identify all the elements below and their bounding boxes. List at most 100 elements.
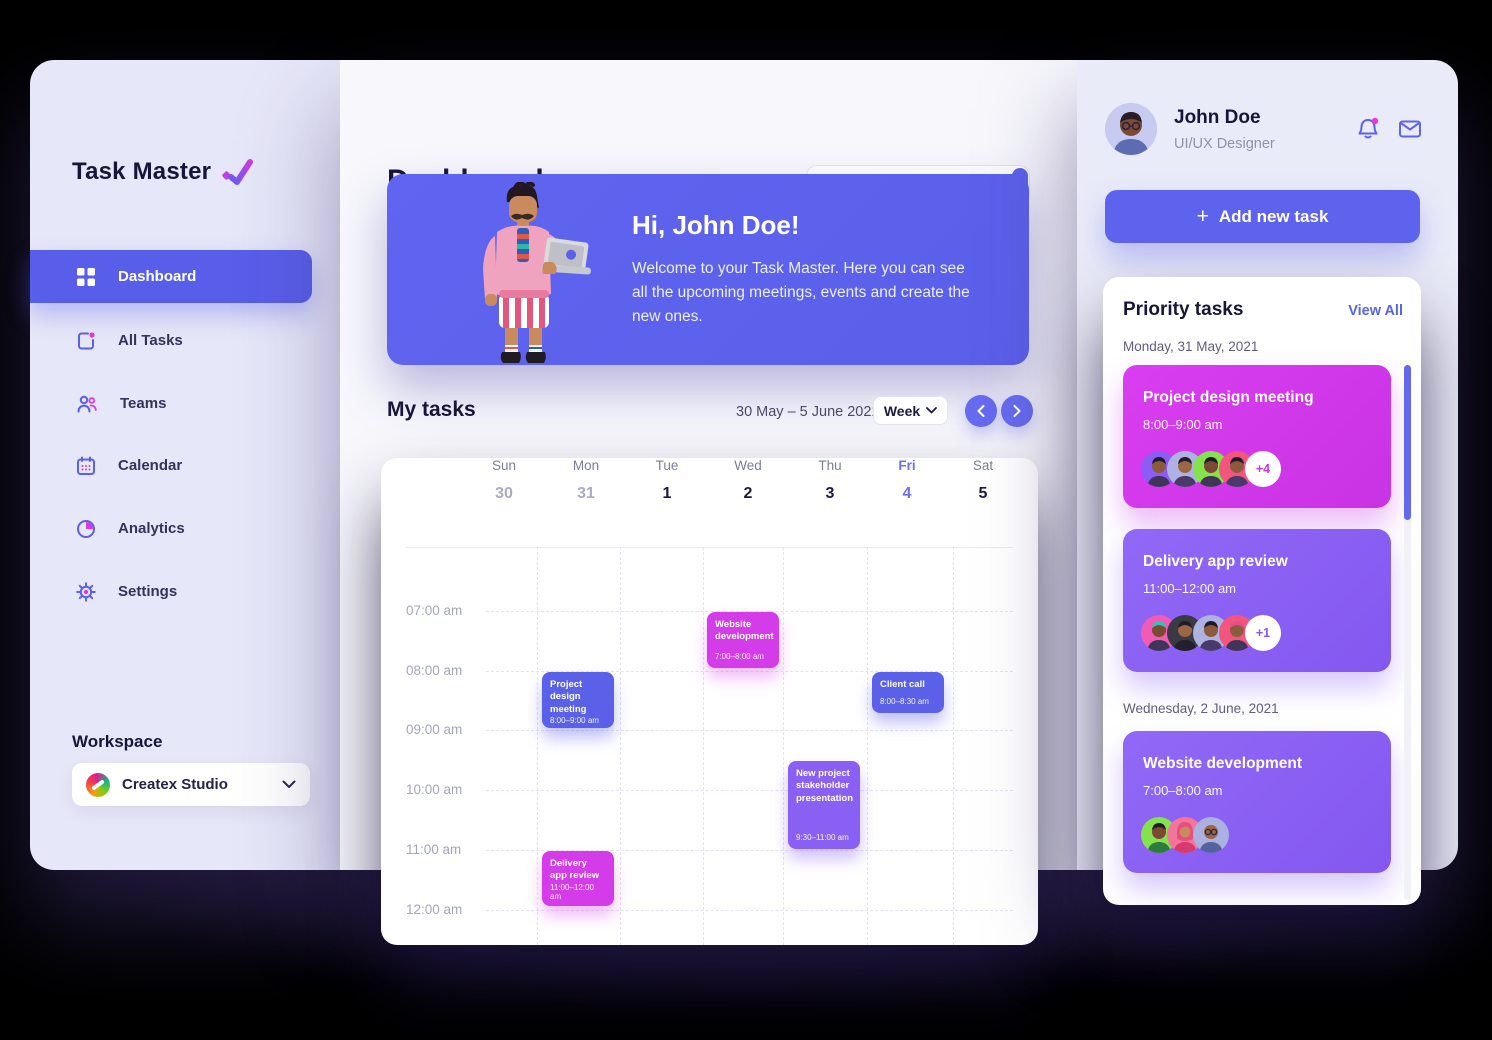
chevron-right-icon — [1013, 405, 1021, 417]
tasks-icon — [78, 331, 95, 349]
view-selector[interactable]: Week — [873, 396, 948, 425]
teams-icon — [77, 395, 97, 412]
day-column-header[interactable]: Mon 31 — [573, 458, 599, 503]
event-time: 8:00–8:30 am — [880, 697, 929, 706]
grid-line — [486, 790, 1013, 791]
event-project-design-meeting[interactable]: Project design meeting 8:00–9:00 am — [542, 672, 614, 728]
mail-icon — [1399, 120, 1421, 138]
view-selector-value: Week — [883, 402, 921, 419]
priority-tasks-title: Priority tasks — [1123, 299, 1244, 320]
right-panel: John Doe UI/UX Designer + Add new task P… — [1077, 60, 1458, 905]
welcome-banner: Hi, John Doe! Welcome to your Task Maste… — [387, 174, 1029, 365]
day-name: Thu — [818, 458, 842, 473]
messages-button[interactable] — [1397, 116, 1423, 142]
sidebar-item-label: Calendar — [118, 457, 183, 474]
workspace-label: Workspace — [72, 732, 163, 751]
day-number: 1 — [662, 485, 672, 502]
priority-task-time: 8:00–9:00 am — [1143, 417, 1223, 432]
priority-task-project-design-meeting[interactable]: Project design meeting 8:00–9:00 am — [1123, 365, 1391, 508]
notifications-button[interactable] — [1355, 116, 1381, 142]
sidebar-item-teams[interactable]: Teams — [30, 377, 312, 430]
sidebar-item-analytics[interactable]: Analytics — [30, 502, 312, 555]
sidebar-item-label: Teams — [120, 395, 167, 412]
day-column-header[interactable]: Wed 2 — [734, 458, 762, 503]
day-column-header[interactable]: Sun 30 — [492, 458, 516, 503]
profile-avatar-image — [1105, 103, 1157, 155]
day-column-header[interactable]: Thu 3 — [818, 458, 841, 503]
priority-tasks-card: Priority tasks View All Monday, 31 May, … — [1103, 277, 1421, 905]
add-new-task-button[interactable]: + Add new task — [1105, 190, 1420, 243]
priority-task-delivery-app-review[interactable]: Delivery app review 11:00–12:00 am — [1123, 529, 1391, 672]
banner-greeting: Hi, John Doe! — [632, 210, 800, 240]
event-title: New project stakeholder presentation — [796, 768, 854, 804]
date-range: 30 May – 5 June 2021 — [736, 404, 880, 420]
day-number: 5 — [978, 485, 988, 502]
priority-task-time: 11:00–12:00 am — [1143, 581, 1236, 596]
chevron-down-icon — [926, 407, 938, 414]
sidebar-item-calendar[interactable]: Calendar — [30, 439, 312, 492]
day-column-header[interactable]: Tue 1 — [656, 458, 679, 503]
app-logo-text: Task Master — [72, 158, 212, 185]
sidebar-item-all-tasks[interactable]: All Tasks — [30, 314, 312, 367]
event-delivery-app-review[interactable]: Delivery app review 11:00–12:00 am — [542, 851, 614, 906]
scrollbar-track — [1404, 365, 1411, 900]
time-label: 07:00 am — [406, 603, 463, 618]
plus-icon: + — [1196, 204, 1209, 228]
notification-dot — [1371, 117, 1379, 125]
event-client-call[interactable]: Client call 8:00–8:30 am — [872, 672, 944, 713]
day-name: Sun — [491, 458, 517, 473]
event-website-development[interactable]: Website development 7:00–8:00 am — [707, 612, 779, 668]
more-attendees-badge[interactable]: +1 — [1245, 615, 1281, 651]
my-tasks-title: My tasks — [387, 398, 476, 421]
calendar-week-view: Sun 30 Mon 31 Tue 1 Wed 2 Thu 3 Fri 4 Sa… — [381, 458, 1038, 945]
priority-task-title: Website development — [1143, 755, 1303, 772]
grid-line — [783, 547, 784, 945]
profile-avatar[interactable] — [1105, 103, 1157, 155]
day-name: Mon — [572, 458, 600, 473]
prev-week-button[interactable] — [965, 395, 997, 427]
day-number: 4 — [902, 485, 912, 502]
time-label: 10:00 am — [406, 782, 463, 797]
grid-line — [486, 730, 1013, 731]
banner-message: Welcome to your Task Master. Here you ca… — [632, 260, 970, 325]
event-time: 7:00–8:00 am — [715, 652, 764, 661]
next-week-button[interactable] — [1001, 395, 1033, 427]
day-column-header[interactable]: Sat 5 — [973, 458, 993, 503]
analytics-pie-icon — [77, 519, 95, 538]
priority-task-title: Project design meeting — [1143, 389, 1314, 406]
workspace-logo-icon — [86, 772, 110, 797]
event-time: 8:00–9:00 am — [550, 716, 599, 726]
check-logo-icon — [222, 159, 254, 185]
time-label: 09:00 am — [406, 722, 463, 737]
sidebar-item-dashboard[interactable]: Dashboard — [30, 250, 312, 303]
day-name: Sat — [972, 458, 994, 473]
bell-icon — [1358, 117, 1379, 139]
sidebar: Task Master Dashboard All Tasks — [30, 60, 340, 870]
day-name: Wed — [734, 458, 762, 473]
dashboard-grid-icon — [77, 267, 95, 286]
mascot-illustration — [483, 182, 591, 363]
event-title: Client call — [880, 679, 925, 690]
priority-task-website-development[interactable]: Website development 7:00–8:00 am — [1123, 731, 1391, 873]
grid-line — [486, 850, 1013, 851]
more-attendees-badge[interactable]: +4 — [1245, 451, 1281, 487]
sidebar-item-settings[interactable]: Settings — [30, 565, 312, 618]
priority-task-title: Delivery app review — [1143, 553, 1288, 570]
day-number: 2 — [743, 485, 753, 502]
event-new-project-stakeholder-presentation[interactable]: New project stakeholder presentation 9:3… — [788, 761, 860, 849]
workspace-selector[interactable]: Createx Studio — [72, 763, 310, 806]
calendar-grid: 07:00 am 08:00 am 09:00 am 10:00 am 11:0… — [406, 547, 1013, 945]
priority-task-time: 7:00–8:00 am — [1143, 783, 1223, 798]
avatar — [1193, 817, 1229, 853]
scrollbar-thumb[interactable] — [1404, 365, 1411, 520]
grid-line — [486, 910, 1013, 911]
profile-name: John Doe — [1174, 107, 1261, 128]
day-column-header-today[interactable]: Fri 4 — [898, 458, 915, 503]
event-title: Delivery app review — [550, 858, 600, 882]
view-all-link[interactable]: View All — [1348, 303, 1403, 319]
sidebar-item-label: Dashboard — [118, 268, 197, 285]
day-number: 30 — [495, 485, 513, 502]
header-divider — [406, 547, 1013, 548]
time-label: 12:00 am — [406, 902, 463, 917]
